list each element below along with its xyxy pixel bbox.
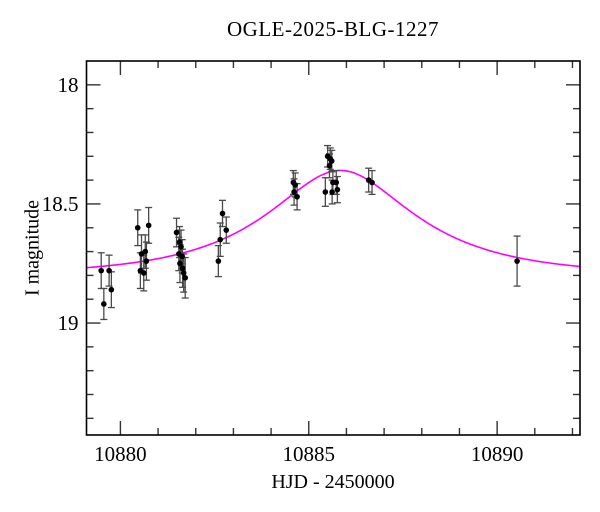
y-tick-label: 18 — [58, 73, 79, 97]
data-point — [145, 222, 152, 229]
x-tick-label: 10880 — [94, 442, 147, 466]
data-point — [179, 253, 185, 260]
data-point — [134, 224, 141, 231]
data-point — [328, 158, 335, 164]
data-point — [182, 274, 188, 281]
data-point — [333, 179, 340, 186]
data-point — [217, 236, 224, 243]
data-point — [177, 260, 183, 267]
data-point — [108, 286, 115, 293]
data-point — [142, 248, 149, 255]
y-tick-label: 19 — [58, 311, 79, 335]
data-point — [322, 189, 329, 195]
data-point — [106, 267, 112, 274]
data-point — [143, 258, 150, 264]
data-point — [334, 186, 341, 193]
x-tick-label: 10890 — [471, 442, 524, 466]
plot-frame — [85, 60, 581, 436]
data-point — [326, 163, 333, 169]
data-point — [180, 270, 187, 276]
data-point — [294, 193, 300, 200]
data-point — [178, 244, 184, 250]
x-tick-label: 10885 — [283, 442, 336, 466]
data-point — [215, 258, 222, 264]
data-point — [291, 189, 297, 195]
data-point — [223, 227, 230, 233]
data-point — [176, 239, 183, 245]
data-point — [292, 182, 299, 188]
data-point — [329, 189, 335, 195]
data-point — [369, 179, 375, 186]
data-point — [219, 210, 226, 217]
x-axis-label: HJD - 2450000 — [271, 471, 395, 493]
data-point — [101, 301, 107, 307]
chart-title: OGLE-2025-BLG-1227 — [227, 17, 439, 41]
data-point — [140, 270, 147, 276]
y-tick-label: 18.5 — [42, 192, 79, 216]
data-point — [98, 267, 104, 274]
data-point — [514, 258, 520, 264]
data-point — [173, 229, 180, 236]
data-point — [179, 265, 186, 272]
